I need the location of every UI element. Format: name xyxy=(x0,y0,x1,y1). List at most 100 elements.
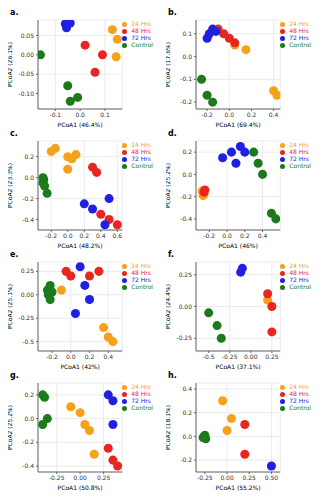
svg-text:0.50: 0.50 xyxy=(265,474,279,481)
svg-text:-0.4: -0.4 xyxy=(22,462,34,469)
svg-text:-0.4: -0.4 xyxy=(180,215,192,222)
html-text:e.: e. xyxy=(10,250,19,259)
svg-text:PCoA1 (55.2%): PCoA1 (55.2%) xyxy=(216,484,261,491)
html-text:b.: b. xyxy=(168,8,177,17)
svg-text:0.25: 0.25 xyxy=(243,474,257,481)
svg-text:-0.2: -0.2 xyxy=(180,98,192,105)
html-text:48 Hrs: 48 Hrs xyxy=(289,27,309,34)
svg-text:0.4: 0.4 xyxy=(96,232,106,239)
html-text:72 Hrs: 72 Hrs xyxy=(289,155,309,162)
svg-text:0.1: 0.1 xyxy=(100,111,110,118)
svg-text:-0.2: -0.2 xyxy=(203,232,215,239)
svg-text:-0.2: -0.2 xyxy=(22,438,34,445)
svg-text:0.4: 0.4 xyxy=(182,385,192,392)
svg-text:0.00: 0.00 xyxy=(220,474,234,481)
svg-text:-0.25: -0.25 xyxy=(18,314,34,321)
svg-text:0.0: 0.0 xyxy=(24,174,34,181)
svg-text:-0.5: -0.5 xyxy=(22,338,34,345)
svg-text:0.00: 0.00 xyxy=(179,303,193,310)
svg-text:PCoA1 (69.4%): PCoA1 (69.4%) xyxy=(216,121,261,128)
svg-text:PCoA1 (48.2%): PCoA1 (48.2%) xyxy=(58,242,103,249)
html-text:Control: Control xyxy=(131,41,153,48)
svg-text:0.2: 0.2 xyxy=(24,153,34,160)
svg-text:0.2: 0.2 xyxy=(85,353,95,360)
svg-text:0.2: 0.2 xyxy=(24,391,34,398)
html-text:c.: c. xyxy=(10,129,18,138)
svg-text:0.00: 0.00 xyxy=(244,353,258,360)
svg-text:PCoA1 (42%): PCoA1 (42%) xyxy=(60,363,99,370)
html-text:24 Hrs: 24 Hrs xyxy=(131,20,151,27)
svg-text:PCoA1 (46%): PCoA1 (46%) xyxy=(218,242,257,249)
svg-text:0.2: 0.2 xyxy=(182,148,192,155)
svg-text:PCoA1 (46.4%): PCoA1 (46.4%) xyxy=(58,121,103,128)
svg-text:PCoA2 (25.2%): PCoA2 (25.2%) xyxy=(8,405,13,450)
svg-text:0.0: 0.0 xyxy=(75,111,85,118)
svg-text:PCoA1 (50.8%): PCoA1 (50.8%) xyxy=(58,484,103,491)
svg-text:0.1: 0.1 xyxy=(182,30,192,37)
html-text:h.: h. xyxy=(168,371,177,380)
svg-text:-0.4: -0.4 xyxy=(22,216,34,223)
svg-text:-0.2: -0.2 xyxy=(180,193,192,200)
svg-text:0.00: 0.00 xyxy=(73,474,87,481)
html-text:72 Hrs: 72 Hrs xyxy=(289,34,309,41)
html-text:24 Hrs: 24 Hrs xyxy=(289,141,309,148)
svg-text:0.4: 0.4 xyxy=(258,232,268,239)
svg-text:0.2: 0.2 xyxy=(240,232,250,239)
svg-text:PCoA2 (25.2%): PCoA2 (25.2%) xyxy=(166,163,171,208)
svg-text:0.6: 0.6 xyxy=(113,232,123,239)
svg-text:-0.25: -0.25 xyxy=(197,474,213,481)
svg-text:PCoA2 (18.1%): PCoA2 (18.1%) xyxy=(166,405,171,450)
svg-text:-0.2: -0.2 xyxy=(22,195,34,202)
svg-text:0.0: 0.0 xyxy=(182,433,192,440)
html-text:24 Hrs: 24 Hrs xyxy=(131,141,151,148)
html-text:48 Hrs: 48 Hrs xyxy=(289,148,309,155)
html-text:72 Hrs: 72 Hrs xyxy=(131,155,151,162)
svg-text:-0.2: -0.2 xyxy=(201,111,213,118)
html-text:48 Hrs: 48 Hrs xyxy=(131,27,151,34)
svg-text:-0.2: -0.2 xyxy=(46,353,58,360)
html-text:Control: Control xyxy=(289,41,311,48)
svg-text:0.2: 0.2 xyxy=(247,111,257,118)
svg-text:PCoA2 (26.1%): PCoA2 (26.1%) xyxy=(8,42,13,87)
svg-text:0.25: 0.25 xyxy=(265,353,279,360)
svg-text:0.25: 0.25 xyxy=(179,271,193,278)
svg-text:0.25: 0.25 xyxy=(97,474,111,481)
html-text:Control: Control xyxy=(131,162,153,169)
svg-text:-0.25: -0.25 xyxy=(49,474,65,481)
svg-text:PCoA2 (23.3%): PCoA2 (23.3%) xyxy=(8,163,13,208)
svg-text:0.0: 0.0 xyxy=(66,353,76,360)
svg-text:-0.10: -0.10 xyxy=(18,90,34,97)
svg-text:PCoA1 (37.1%): PCoA1 (37.1%) xyxy=(216,363,261,370)
svg-text:0.2: 0.2 xyxy=(182,409,192,416)
svg-text:PCoA2 (24.4%): PCoA2 (24.4%) xyxy=(166,284,171,329)
html-text:48 Hrs: 48 Hrs xyxy=(131,148,151,155)
svg-text:-0.25: -0.25 xyxy=(176,334,192,341)
svg-text:0.0: 0.0 xyxy=(182,171,192,178)
svg-text:0.4: 0.4 xyxy=(103,353,113,360)
html-text:d.: d. xyxy=(168,129,177,138)
svg-text:0.00: 0.00 xyxy=(21,291,35,298)
svg-text:PCoA2 (17.6%): PCoA2 (17.6%) xyxy=(166,42,171,87)
svg-text:0.0: 0.0 xyxy=(182,53,192,60)
html-text:a.: a. xyxy=(10,8,19,17)
svg-text:0.0: 0.0 xyxy=(63,232,73,239)
svg-text:0.0: 0.0 xyxy=(225,111,235,118)
svg-text:-0.2: -0.2 xyxy=(45,232,57,239)
html-text:g.: g. xyxy=(10,371,19,380)
svg-text:PCoA2 (25.1%): PCoA2 (25.1%) xyxy=(8,284,13,329)
html-text:72 Hrs: 72 Hrs xyxy=(131,34,151,41)
svg-text:-0.1: -0.1 xyxy=(180,75,192,82)
svg-text:-0.1: -0.1 xyxy=(49,111,61,118)
svg-text:0.05: 0.05 xyxy=(21,32,35,39)
svg-text:0.0: 0.0 xyxy=(24,415,34,422)
svg-text:0.2: 0.2 xyxy=(80,232,90,239)
svg-text:0.00: 0.00 xyxy=(21,51,35,58)
svg-text:-0.5: -0.5 xyxy=(203,353,215,360)
svg-text:-0.2: -0.2 xyxy=(180,456,192,463)
svg-text:-0.05: -0.05 xyxy=(18,70,34,77)
svg-text:0.4: 0.4 xyxy=(269,111,279,118)
svg-text:0.0: 0.0 xyxy=(222,232,232,239)
svg-text:0.25: 0.25 xyxy=(21,267,35,274)
html-text:24 Hrs: 24 Hrs xyxy=(289,20,309,27)
svg-text:-0.25: -0.25 xyxy=(222,353,238,360)
